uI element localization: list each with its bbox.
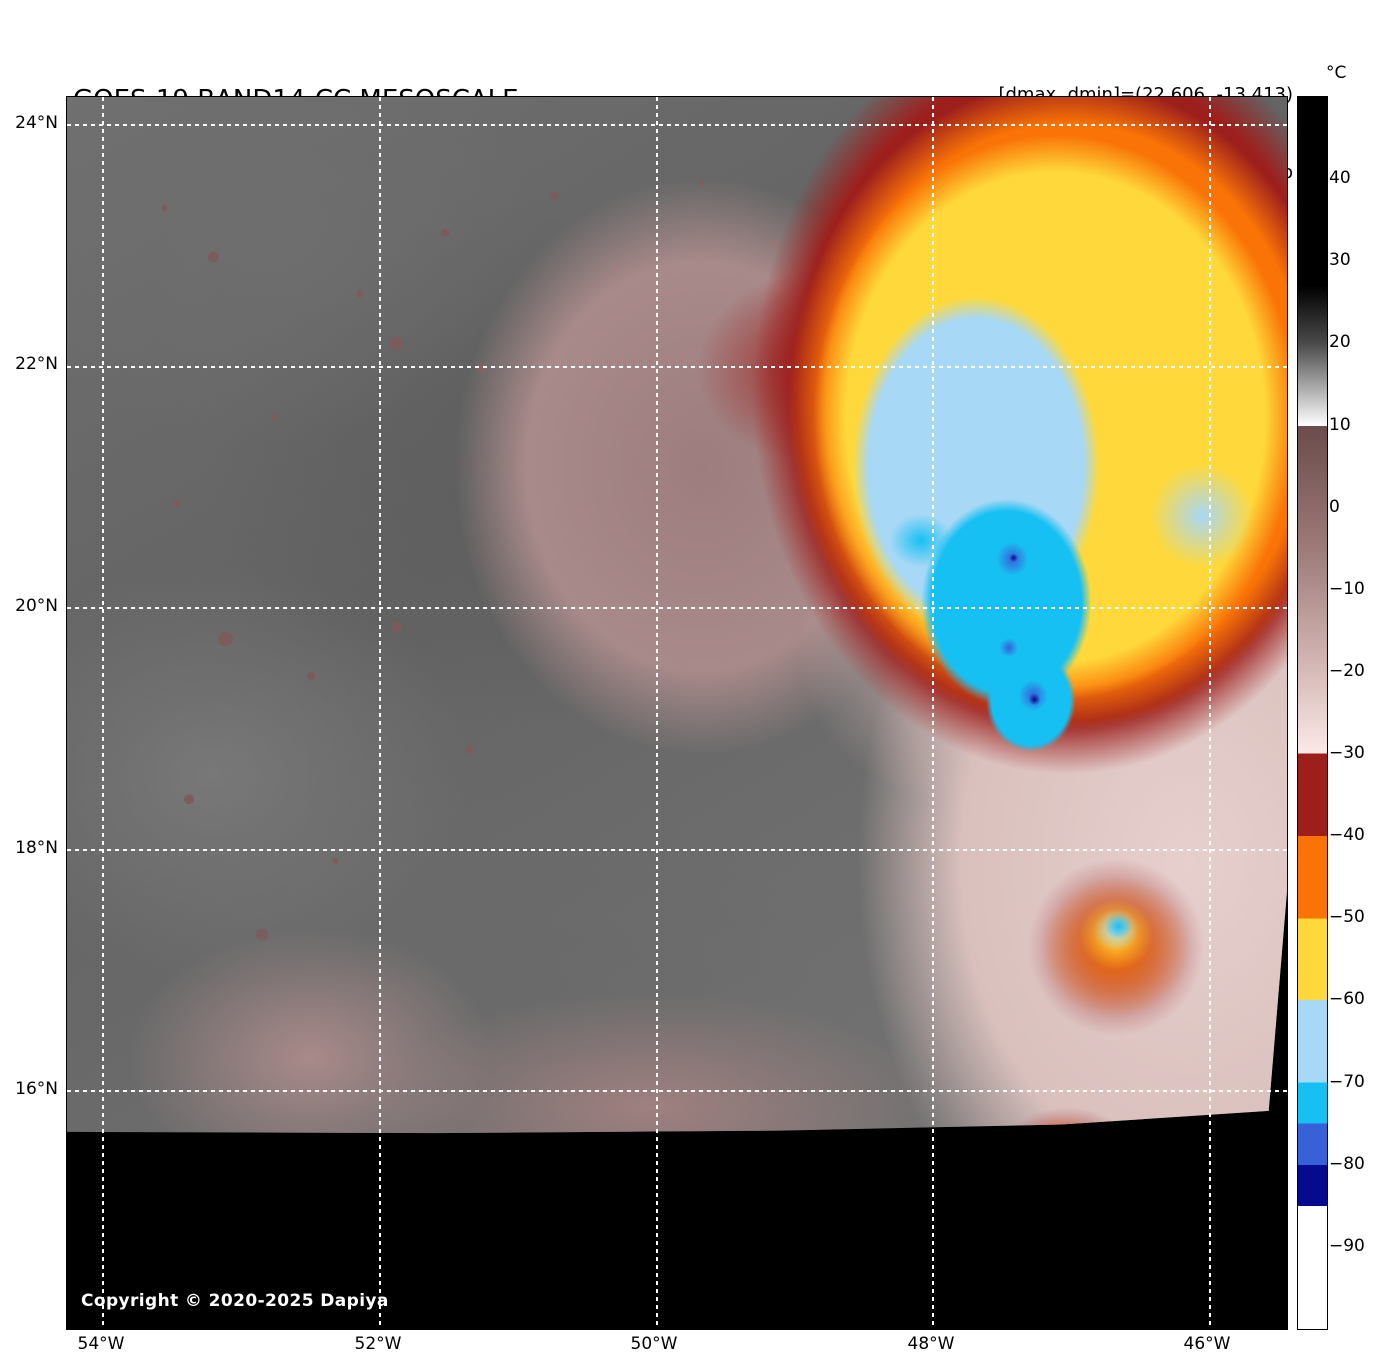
copyright-label: Copyright © 2020-2025 Dapiya bbox=[81, 1291, 389, 1311]
colorbar-tick-label: 0 bbox=[1329, 496, 1340, 517]
colorbar-tick-label: 40 bbox=[1329, 168, 1351, 189]
colorbar-tick-labels: 40 30 20 10 0 −10 −20 −30 −40 −50 −60 −70 −80 −90 bbox=[1329, 96, 1389, 1328]
colorbar-tick-label: −70 bbox=[1329, 1071, 1365, 1092]
colorbar-tick-label: 10 bbox=[1329, 414, 1351, 435]
colorbar-tick-label: −40 bbox=[1329, 825, 1365, 846]
colorbar-gradient bbox=[1298, 97, 1327, 1329]
colorbar[interactable] bbox=[1297, 96, 1328, 1330]
y-tick-label: 18°N bbox=[15, 838, 58, 858]
colorbar-tick-label: −20 bbox=[1329, 660, 1365, 681]
y-tick-label: 22°N bbox=[15, 354, 58, 374]
y-tick-label: 24°N bbox=[15, 113, 58, 133]
y-tick-label: 20°N bbox=[15, 596, 58, 616]
x-tick-label: 52°W bbox=[354, 1334, 402, 1354]
colorbar-tick-label: −80 bbox=[1329, 1153, 1365, 1174]
satellite-data-region bbox=[67, 97, 1287, 1134]
colorbar-tick-label: −30 bbox=[1329, 743, 1365, 764]
convection-navy-layer bbox=[67, 97, 1287, 1134]
x-tick-label: 48°W bbox=[907, 1334, 955, 1354]
colorbar-tick-label: −50 bbox=[1329, 907, 1365, 928]
colorbar-tick-label: −10 bbox=[1329, 578, 1365, 599]
y-tick-label: 16°N bbox=[15, 1079, 58, 1099]
colorbar-tick-label: 30 bbox=[1329, 250, 1351, 271]
x-tick-label: 46°W bbox=[1183, 1334, 1231, 1354]
colorbar-unit-label: °C bbox=[1326, 63, 1347, 83]
x-tick-label: 54°W bbox=[77, 1334, 125, 1354]
colorbar-tick-label: −90 bbox=[1329, 1235, 1365, 1256]
colorbar-tick-label: 20 bbox=[1329, 332, 1351, 353]
satellite-image-plot[interactable]: Copyright © 2020-2025 Dapiya bbox=[66, 96, 1288, 1330]
x-tick-label: 50°W bbox=[630, 1334, 678, 1354]
colorbar-tick-label: −60 bbox=[1329, 989, 1365, 1010]
plot-clip bbox=[67, 97, 1287, 1329]
